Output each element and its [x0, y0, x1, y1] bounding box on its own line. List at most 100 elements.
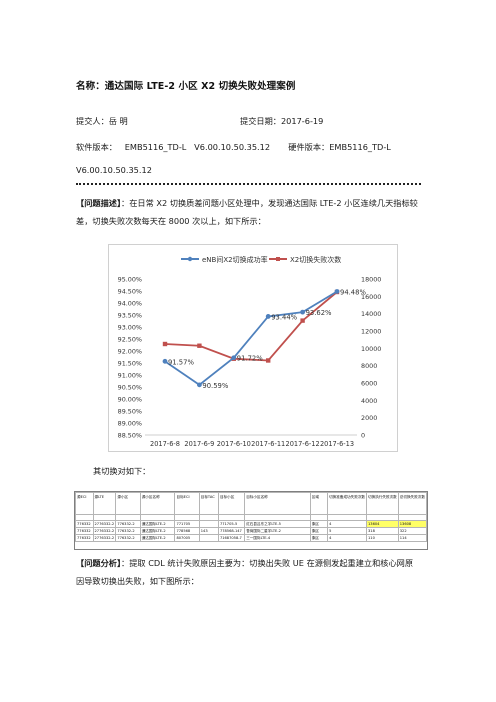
- table-header-cell: 目标ECI: [174, 492, 200, 515]
- x-axis-tick-label: 2017-6-11: [251, 440, 285, 448]
- left-axis-tick-label: 91.50%: [118, 360, 142, 368]
- table-cell: 13604: [366, 520, 399, 528]
- success-rate-data-label: 93.62%: [306, 309, 332, 317]
- table-cell: 771705-5: [217, 520, 246, 528]
- right-axis-tick-label: 16000: [361, 293, 381, 301]
- series-line-failure-count: [164, 291, 338, 362]
- success-rate-data-label: 91.57%: [168, 358, 194, 366]
- legend-marker-series-1: [187, 256, 193, 262]
- left-axis-tick-label: 93.00%: [118, 324, 142, 332]
- table-header-cell: 目标TAC: [198, 492, 219, 515]
- success-rate-point: [300, 309, 305, 315]
- x-axis-tick-label: 2017-6-9: [184, 440, 214, 448]
- table-cell: 776332-2: [115, 527, 141, 535]
- chart-frame: eNB间X2切换成功率 X2切换失败次数 88.50% 89.00% 89.50% 90.…: [108, 244, 398, 452]
- description-text: ：在日常 X2 切换质差问题小区处理中，发现通达国际 LTE-2 小区连续几天指…: [76, 198, 418, 226]
- table-cell: 通达国际LTE-2: [139, 534, 176, 542]
- table-cell: 鲁商国际二星宇LTE-2: [244, 527, 311, 535]
- right-axis-tick-label: 0: [361, 432, 365, 440]
- table-cell: [198, 520, 219, 528]
- x-axis-tick-label: 2017-6-10: [217, 440, 251, 448]
- problem-description: 【问题描述】：在日常 X2 切换质差问题小区处理中，发现通达国际 LTE-2 小…: [76, 194, 421, 230]
- table-cell: 5: [327, 527, 368, 535]
- analysis-text: ：提取 CDL 统计失败原因主要为：切换出失败 UE 在源侧发起重建立和核心网原…: [76, 558, 414, 586]
- table-cell: 三一国际LTE-4: [244, 534, 311, 542]
- handover-pair-note: 其切换对如下：: [93, 466, 151, 476]
- table-cell: 象区: [309, 534, 329, 542]
- right-axis-tick-label: 14000: [361, 310, 381, 318]
- table-header-cell: 目标小区名称: [244, 492, 311, 515]
- table-cell: 807005: [174, 534, 200, 542]
- data-table: 源ECI 源LTE 源小区 源小区名称 目标ECI 目标TAC 目标小区 目标小区名称 区域 切换…: [75, 492, 428, 542]
- table-cell: 红石县吕东之字LTE-5: [244, 520, 311, 528]
- right-axis-tick-label: 6000: [361, 380, 377, 388]
- left-axis-tick-label: 90.00%: [118, 396, 142, 404]
- right-axis-tick-label: 4000: [361, 397, 377, 405]
- table-cell: 110: [366, 534, 399, 542]
- success-rate-point: [231, 355, 237, 361]
- table-cell: 通达国际LTE-2: [139, 527, 176, 535]
- table-row: 776332 2776332-2 776332-2 通达国际LTE-2 771705 77…: [75, 520, 428, 528]
- left-axis-tick-label: 94.50%: [118, 288, 142, 296]
- table-cell: [198, 534, 219, 542]
- version-line-2: V6.00.10.50.35.12: [76, 165, 152, 175]
- table-cell: 776332-2: [115, 520, 141, 528]
- success-rate-data-label: 93.44%: [271, 313, 297, 321]
- table-cell: 776332: [75, 527, 94, 535]
- table-cell: 776332: [75, 534, 94, 542]
- failure-count-point: [300, 318, 305, 323]
- table-cell: 778568: [174, 527, 200, 535]
- failure-count-point: [162, 341, 168, 347]
- x-axis-tick-label: 2017-6-13: [320, 440, 354, 448]
- table-cell: 322: [397, 527, 428, 535]
- table-cell: 2776332-2: [92, 520, 117, 528]
- table-cell: 象区: [309, 527, 329, 535]
- table-cell: 143: [198, 527, 219, 535]
- submitter: 提交人：岳 明: [76, 116, 128, 126]
- table-row: 776332 2776332-2 776332-2 通达国际LTE-2 778568 14…: [75, 527, 428, 535]
- table-header-row: 源ECI 源LTE 源小区 源小区名称 目标ECI 目标TAC 目标小区 目标小区名称 区域 切换…: [75, 492, 428, 515]
- table-header-cell: 源ECI: [75, 492, 94, 515]
- success-rate-point: [265, 314, 271, 319]
- submit-date: 提交日期：2017-6-19: [240, 116, 324, 126]
- left-axis-tick-label: 91.00%: [118, 372, 142, 380]
- table-header-cell: 目标小区: [217, 492, 246, 515]
- failure-count-point: [197, 343, 202, 348]
- table-cell: 13608: [397, 520, 428, 528]
- series-line-success-rate: [164, 290, 338, 386]
- right-axis-tick-label: 12000: [361, 328, 381, 336]
- legend-label-series-1: eNB间X2切换成功率: [202, 255, 268, 264]
- left-axis-tick-label: 90.50%: [118, 384, 142, 392]
- table-header-cell: 切换准备成功失败次数: [327, 492, 368, 515]
- failure-count-point: [266, 358, 271, 363]
- table-cell: 通达国际LTE-2: [139, 520, 176, 528]
- success-rate-data-label: 90.59%: [202, 382, 228, 390]
- table-row: 776332 2776332-2 776332-2 通达国际LTE-2 807005 71…: [75, 534, 428, 542]
- table-cell: 象区: [309, 520, 329, 528]
- success-rate-point: [162, 358, 168, 364]
- left-axis-tick-label: 89.00%: [118, 420, 142, 428]
- left-axis-tick-label: 92.50%: [118, 336, 142, 344]
- table-cell: 318: [366, 527, 399, 535]
- table-header-cell: 切换执行失败次数: [366, 492, 399, 515]
- left-axis-tick-label: 88.50%: [118, 432, 142, 440]
- x-axis-tick-label: 2017-6-8: [150, 440, 180, 448]
- table-cell: 2776332-2: [92, 534, 117, 542]
- table-header-cell: 源小区: [115, 492, 141, 515]
- doc-title: 名称：通达国际 LTE-2 小区 X2 切换失败处理案例: [76, 81, 296, 92]
- table-header-cell: 总切换失败次数: [397, 492, 428, 515]
- x-axis-tick-label: 2017-6-12: [286, 440, 320, 448]
- table-cell: 4: [327, 520, 368, 528]
- table-cell: 2776332-2: [92, 527, 117, 535]
- legend-marker-series-2: [276, 257, 280, 261]
- table-cell: 71687058-7: [217, 534, 246, 542]
- handover-pair-table: 源ECI 源LTE 源小区 源小区名称 目标ECI 目标TAC 目标小区 目标小区名称 区域 切换…: [74, 491, 428, 550]
- right-axis-tick-label: 18000: [361, 276, 381, 284]
- success-rate-data-label: 94.48%: [340, 288, 366, 296]
- dotted-divider: [76, 183, 421, 185]
- description-label: 【问题描述】: [76, 198, 122, 208]
- table-cell: 778568-147: [217, 527, 246, 535]
- table-cell: 771705: [174, 520, 200, 528]
- table-cell: 776332-2: [115, 534, 141, 542]
- table-cell: 114: [397, 534, 428, 542]
